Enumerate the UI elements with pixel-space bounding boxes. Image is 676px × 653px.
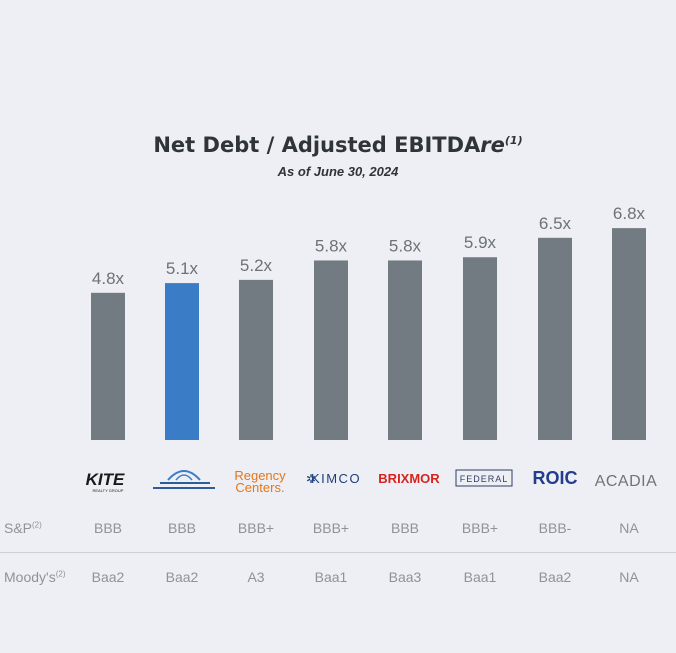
logo-kimco-mark: ✲ — [306, 472, 316, 486]
logo-acadia: ACADIA — [595, 473, 658, 490]
logo-kite-text: KITE — [86, 470, 125, 489]
bar-kimco — [314, 260, 348, 440]
value-label-6: 6.5x — [539, 214, 572, 233]
moodys-cell-3: Baa1 — [314, 569, 348, 585]
value-label-5: 5.9x — [464, 233, 497, 252]
logo-brixmor: BRIXMOR — [378, 471, 440, 486]
sp-cell-2: BBB+ — [237, 520, 275, 536]
bar-roic — [538, 237, 572, 440]
sp-cell-7: NA — [619, 520, 639, 536]
sp-cell-4: BBB — [390, 520, 419, 536]
chart-title-main: Net Debt / Adjusted EBITDA — [153, 133, 481, 157]
sp-cell-6: BBB- — [538, 520, 572, 536]
moodys-cell-1: Baa2 — [165, 569, 199, 585]
moodys-cell-7: NA — [619, 569, 639, 585]
moodys-label: Moody's(2) — [4, 569, 66, 585]
sp-ratings-row: S&P(2) BBB BBB BBB+ BBB+ BBB BBB+ BBB- NA — [0, 520, 676, 560]
value-label-3: 5.8x — [315, 236, 348, 255]
sp-cell-1: BBB — [167, 520, 196, 536]
value-label-1: 5.1x — [166, 259, 199, 278]
bar-kite — [91, 292, 125, 440]
logo-kimco: ✲ KIMCO — [306, 471, 361, 486]
bars-group — [91, 228, 646, 440]
logo-kite: KITE REALTY GROUP — [86, 470, 125, 493]
value-label-2: 5.2x — [240, 256, 273, 275]
logo-regency-centers: Regency Centers. — [234, 468, 286, 495]
bar-brixmor — [388, 260, 422, 440]
logo-roic: ROIC — [533, 468, 578, 488]
logo-federal: FEDERAL — [455, 469, 513, 487]
chart-subtitle: As of June 30, 2024 — [277, 164, 399, 179]
moodys-cell-6: Baa2 — [538, 569, 572, 585]
moodys-cell-5: Baa1 — [463, 569, 497, 585]
sp-cell-5: BBB+ — [461, 520, 499, 536]
logo-kimco-text: KIMCO — [311, 471, 361, 486]
chart-title: Net Debt / Adjusted EBITDAre(1) — [0, 133, 676, 157]
logo-regency-line2: Centers. — [235, 480, 284, 495]
ratings-divider — [0, 552, 676, 553]
bar-federal — [463, 257, 497, 440]
bar-phillips-edison-company — [165, 283, 199, 440]
bar-acadia — [612, 228, 646, 440]
logo-federal-text: FEDERAL — [460, 474, 509, 484]
sp-cell-0: BBB — [93, 520, 122, 536]
logo-phillips-edison — [153, 470, 215, 489]
value-label-4: 5.8x — [389, 236, 422, 255]
value-label-0: 4.8x — [92, 269, 125, 288]
logo-kite-sub: REALTY GROUP — [93, 488, 124, 493]
chart-title-suffix: re — [480, 133, 505, 157]
sp-label: S&P(2) — [4, 520, 42, 536]
moodys-cell-2: A3 — [247, 569, 265, 585]
bar-regency-centers — [239, 279, 273, 440]
bar-chart: 4.8x 5.1x 5.2x 5.8x 5.8x 5.9x 6.5x 6.8x KITE RE… — [86, 204, 658, 495]
value-labels-group: 4.8x 5.1x 5.2x 5.8x 5.8x 5.9x 6.5x 6.8x — [92, 204, 646, 288]
logo-regency-line1: Regency — [234, 468, 286, 483]
sp-cell-3: BBB+ — [312, 520, 350, 536]
moodys-cell-4: Baa3 — [388, 569, 422, 585]
company-logos: KITE REALTY GROUP Regency Centers. ✲ KIM… — [86, 468, 658, 495]
value-label-7: 6.8x — [613, 204, 646, 223]
moodys-ratings-row: Moody's(2) Baa2 Baa2 A3 Baa1 Baa3 Baa1 Baa2 NA — [0, 569, 676, 609]
moodys-cell-0: Baa2 — [91, 569, 125, 585]
chart-title-footnote: (1) — [504, 134, 523, 147]
